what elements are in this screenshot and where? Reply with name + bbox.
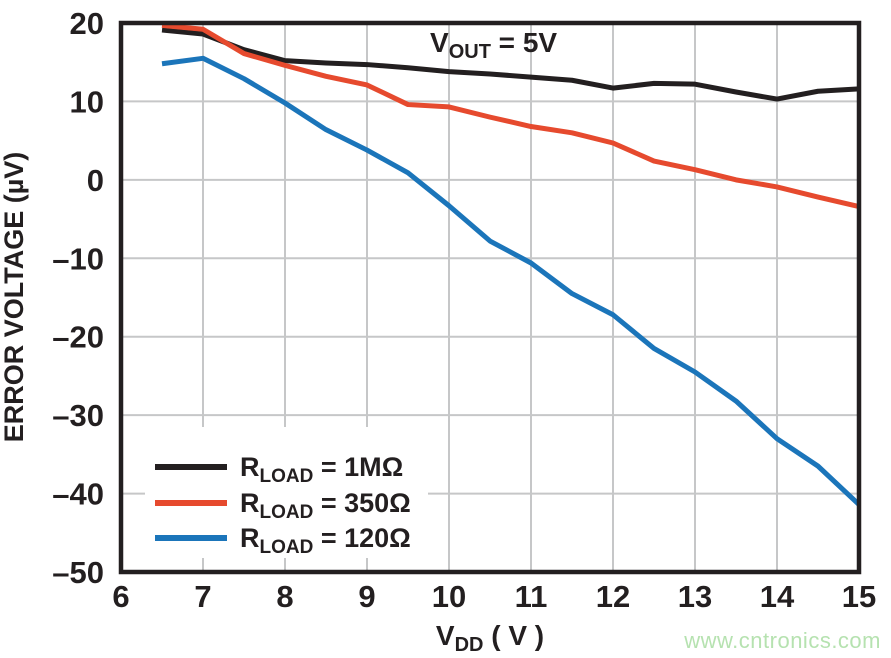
y-tick-label: –40: [52, 477, 104, 512]
series-line-rload-120: [161, 55, 861, 507]
legend-label-rload-1m: RLOAD = 1MΩ: [240, 452, 403, 487]
y-tick-label: –30: [52, 398, 104, 433]
legend-label-rload-350: RLOAD = 350Ω: [240, 488, 411, 523]
x-tick-label: 13: [678, 579, 712, 614]
x-tick-label: 8: [276, 579, 293, 614]
x-tick-label: 14: [760, 579, 795, 614]
y-tick-label: 0: [87, 163, 104, 198]
x-tick-label: 6: [112, 579, 129, 614]
series-line-rload-1m: [161, 27, 860, 102]
legend-label-rload-120: RLOAD = 120Ω: [240, 523, 411, 558]
y-axis-title: ERROR VOLTAGE (µV): [0, 152, 29, 443]
x-tick-label: 10: [432, 579, 466, 614]
annotation-vout: VOUT = 5V: [430, 27, 557, 63]
x-tick-label: 11: [515, 579, 548, 614]
y-tick-label: 10: [70, 84, 104, 119]
x-tick-label: 9: [358, 579, 375, 614]
x-axis-title: VDD ( V ): [436, 620, 544, 656]
y-tick-label: –50: [52, 555, 104, 590]
series-line-rload-350: [161, 22, 860, 209]
watermark-text: www.cntronics.com: [684, 628, 881, 653]
y-tick-label: –10: [52, 241, 104, 276]
y-tick-label: 20: [70, 6, 104, 41]
x-tick-label: 7: [194, 579, 211, 614]
x-tick-label: 12: [596, 579, 630, 614]
y-tick-label: –20: [52, 320, 104, 355]
x-tick-label: 15: [842, 579, 876, 614]
plot-frame: [118, 20, 862, 575]
